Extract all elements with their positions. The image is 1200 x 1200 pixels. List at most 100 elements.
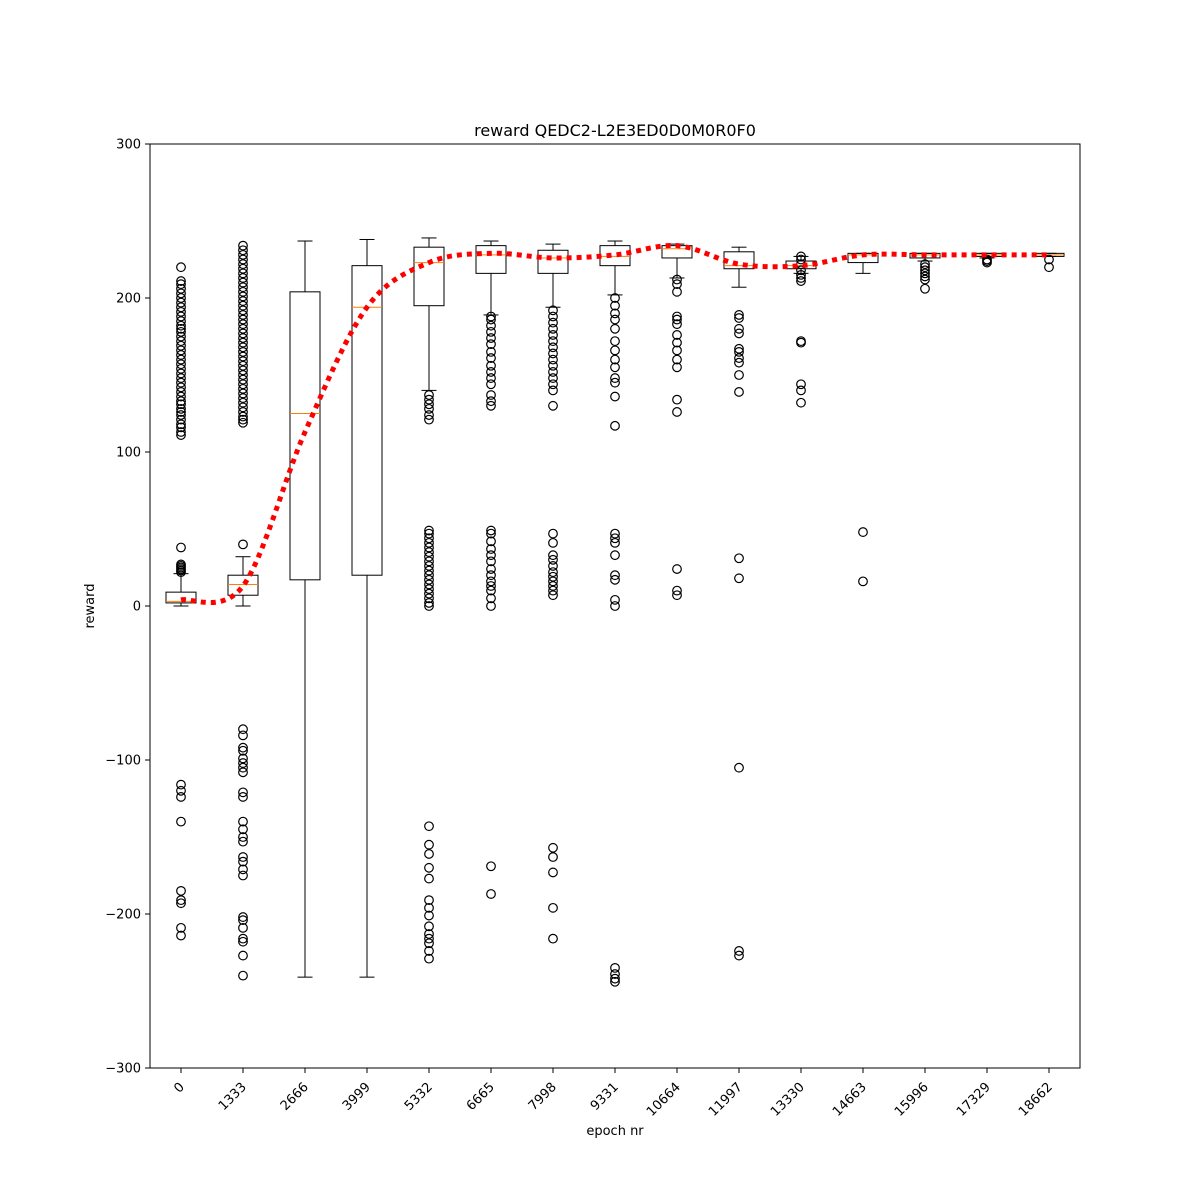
outlier-point — [238, 417, 248, 428]
outlier-point — [610, 574, 620, 585]
outlier-point — [734, 357, 744, 368]
outlier-point — [176, 316, 186, 327]
outlier-point — [610, 963, 620, 973]
outlier-point — [176, 779, 186, 790]
outlier-point — [238, 393, 248, 404]
outlier-point — [920, 268, 930, 279]
outlier-point — [238, 365, 248, 376]
outlier-point — [610, 314, 620, 325]
outlier-point — [672, 330, 682, 340]
outlier-point — [176, 373, 186, 383]
outlier-point — [610, 293, 620, 303]
outlier-point — [238, 383, 248, 394]
outlier-point — [548, 902, 558, 913]
outlier-point — [238, 950, 248, 961]
outlier-point — [548, 379, 558, 390]
outlier-point — [672, 354, 682, 365]
outlier-point — [920, 274, 930, 285]
outlier-point — [238, 742, 248, 753]
outlier-point — [176, 262, 186, 273]
outlier-point — [548, 360, 558, 371]
outlier-point — [424, 910, 434, 921]
outlier-point — [238, 245, 248, 256]
outlier-point — [238, 832, 248, 842]
outlier-point — [424, 601, 434, 611]
outlier-point — [176, 331, 186, 342]
iqr-box — [165, 591, 197, 604]
outlier-point — [610, 550, 620, 561]
outlier-point — [424, 561, 434, 571]
outlier-point — [424, 873, 434, 884]
outlier-point — [176, 288, 186, 299]
outlier-point — [238, 922, 248, 933]
outlier-point — [424, 390, 434, 400]
outlier-point — [238, 762, 248, 773]
outlier-point — [548, 581, 558, 591]
outlier-point — [734, 353, 744, 363]
outlier-point — [176, 311, 186, 322]
outlier-point — [176, 306, 186, 317]
outlier-point — [610, 969, 620, 979]
outlier-point — [176, 340, 186, 351]
outlier-point — [424, 574, 434, 585]
outlier-point — [486, 585, 496, 596]
outlier-point — [238, 360, 248, 371]
outlier-point — [176, 387, 186, 397]
outlier-point — [424, 895, 434, 906]
outlier-point — [238, 388, 248, 399]
outlier-point — [486, 570, 496, 581]
outlier-point — [238, 933, 248, 944]
outlier-point — [734, 347, 744, 357]
outlier-point — [672, 394, 682, 405]
outlier-point — [610, 537, 620, 548]
outlier-point — [238, 323, 248, 334]
y-tick-label: 100 — [116, 446, 141, 461]
outlier-point — [424, 551, 434, 562]
y-tick-label: −300 — [105, 1062, 141, 1077]
outlier-point — [424, 946, 434, 956]
outlier-point — [486, 347, 496, 357]
outlier-point — [610, 373, 620, 383]
outlier-point — [610, 308, 620, 319]
outlier-point — [238, 254, 248, 265]
outlier-point — [734, 313, 744, 323]
outlier-point — [548, 330, 558, 340]
outlier-point — [486, 360, 496, 371]
outlier-point — [486, 581, 496, 591]
outlier-point — [424, 902, 434, 913]
outlier-point — [424, 525, 434, 536]
outlier-point — [176, 377, 186, 388]
outlier-point — [176, 396, 186, 407]
outlier-point — [796, 251, 806, 262]
outlier-point — [176, 336, 186, 347]
outlier-point — [486, 576, 496, 587]
outlier-point — [610, 973, 620, 984]
outlier-point — [734, 387, 744, 397]
outlier-point — [238, 856, 248, 867]
outlier-point — [176, 326, 186, 337]
outlier-point — [238, 852, 248, 862]
outlier-point — [1044, 254, 1054, 265]
outlier-point — [176, 391, 186, 402]
outlier-point — [238, 291, 248, 302]
outlier-point — [424, 556, 434, 567]
outlier-point — [176, 422, 186, 433]
outlier-point — [734, 946, 744, 956]
outlier-point — [424, 410, 434, 420]
outlier-point — [486, 550, 496, 561]
outlier-point — [238, 319, 248, 330]
outlier-point — [610, 345, 620, 356]
outlier-point — [982, 254, 992, 265]
outlier-point — [734, 762, 744, 773]
outlier-point — [796, 385, 806, 396]
outlier-point — [734, 370, 744, 380]
outlier-point — [548, 305, 558, 316]
box-3999 — [351, 238, 383, 978]
box-5332 — [413, 237, 445, 964]
outlier-point — [238, 745, 248, 756]
outlier-point — [796, 273, 806, 283]
outlier-point — [238, 305, 248, 316]
outlier-point — [486, 861, 496, 872]
outlier-point — [672, 314, 682, 325]
outlier-point — [176, 399, 186, 410]
